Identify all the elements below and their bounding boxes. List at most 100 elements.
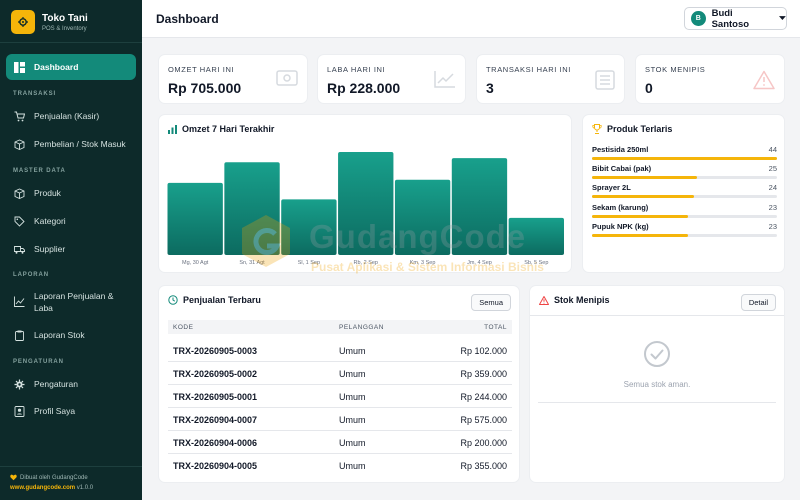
x-tick-label: Mg, 30 Agt: [182, 260, 209, 266]
x-tick-label: Km, 3 Sep: [410, 260, 436, 266]
warning-icon: [753, 70, 775, 90]
progress-track: [592, 234, 777, 237]
progress-track: [592, 176, 777, 179]
table-row[interactable]: TRX-20260904-0005 Umum Rp 355.000: [168, 454, 512, 477]
table-row[interactable]: TRX-20260904-0006 Umum Rp 200.000: [168, 431, 512, 454]
app-name: Toko Tani: [42, 12, 88, 24]
cell-pelanggan: Umum: [339, 346, 366, 356]
sidebar-item-label: Profil Saya: [34, 406, 76, 416]
product-name: Pestisida 250ml: [592, 145, 649, 154]
product-name: Bibit Cabai (pak): [592, 164, 652, 173]
app-subtitle: POS & Inventory: [42, 25, 87, 32]
stat-value: Rp 705.000: [168, 80, 242, 96]
x-tick-label: Rb, 2 Sep: [354, 260, 378, 266]
column-header-kode: KODE: [173, 324, 194, 331]
trend-up-icon: [434, 71, 455, 88]
leaf-logo-icon: [11, 10, 35, 34]
stat-card-stok-menipis: STOK MENIPIS 0: [635, 54, 785, 104]
caret-down-icon: [779, 16, 786, 20]
chart-card: Omzet 7 Hari Terakhir Mg, 30 Agt Sn, 31 A…: [158, 114, 572, 273]
bar-mg-30-agt: [167, 182, 223, 255]
user-card-icon: [14, 405, 25, 417]
sidebar-item-profil[interactable]: Profil Saya: [6, 403, 136, 419]
sidebar-item-kategori[interactable]: Kategori: [6, 213, 136, 229]
sidebar-item-laporan-penjualan[interactable]: Laporan Penjualan & Laba: [6, 290, 136, 316]
clipboard-icon: [15, 330, 24, 341]
sidebar: Toko Tani POS & Inventory Dashboard TRAN…: [0, 0, 142, 500]
recent-sales-title: Penjualan Terbaru: [168, 295, 261, 305]
heart-icon: [10, 474, 17, 481]
sidebar-item-label: Penjualan (Kasir): [34, 111, 100, 121]
cell-pelanggan: Umum: [339, 392, 366, 402]
empty-state-text: Semua stok aman.: [623, 380, 691, 389]
stat-card-laba: LABA HARI INI Rp 228.000: [317, 54, 466, 104]
product-name: Pupuk NPK (kg): [592, 222, 649, 231]
best-seller-item: Sekam (karung) 23: [592, 203, 777, 223]
credit-link[interactable]: www.gudangcode.com: [10, 485, 76, 491]
progress-fill: [592, 195, 694, 198]
recent-sales-title-text: Penjualan Terbaru: [183, 295, 261, 305]
cell-pelanggan: Umum: [339, 438, 366, 448]
box-icon: [14, 139, 25, 150]
label-line-1: Laporan Penjualan &: [34, 291, 114, 301]
product-qty: 24: [768, 183, 777, 192]
table-row[interactable]: TRX-20260904-0007 Umum Rp 575.000: [168, 408, 512, 431]
cash-icon: [276, 70, 298, 86]
sidebar-item-supplier[interactable]: Supplier: [6, 241, 136, 257]
progress-track: [592, 157, 777, 160]
cell-total: Rp 102.000: [460, 346, 507, 356]
sidebar-item-label: Laporan Stok: [34, 330, 85, 340]
stat-card-transaksi: TRANSAKSI HARI INI 3: [476, 54, 625, 104]
sidebar-item-penjualan[interactable]: Penjualan (Kasir): [6, 108, 136, 124]
product-qty: 44: [768, 145, 777, 154]
bar-sb-5-sep: [508, 217, 564, 255]
bar-sn-31-agt: [224, 162, 280, 255]
cell-total: Rp 359.000: [460, 369, 507, 379]
section-master-data: MASTER DATA: [13, 168, 66, 174]
best-sellers-title: Produk Terlaris: [592, 124, 672, 134]
stat-label: TRANSAKSI HARI INI: [486, 65, 571, 74]
x-tick-label: Jm, 4 Sep: [467, 260, 492, 266]
cell-total: Rp 575.000: [460, 415, 507, 425]
table-row[interactable]: TRX-20260905-0003 Umum Rp 102.000: [168, 339, 512, 362]
view-all-sales-button[interactable]: Semua: [471, 294, 511, 311]
cube-icon: [14, 188, 25, 199]
app-version: v1.0.0: [76, 485, 94, 491]
cell-pelanggan: Umum: [339, 415, 366, 425]
sidebar-item-laporan-stok[interactable]: Laporan Stok: [6, 327, 136, 343]
column-header-total: TOTAL: [484, 324, 507, 331]
stat-card-omzet: OMZET HARI INI Rp 705.000: [158, 54, 308, 104]
table-row[interactable]: TRX-20260905-0002 Umum Rp 359.000: [168, 362, 512, 385]
section-pengaturan: PENGATURAN: [13, 359, 64, 365]
sidebar-footer-divider: [0, 466, 142, 467]
sidebar-item-pengaturan[interactable]: Pengaturan: [6, 376, 136, 392]
cart-icon: [14, 111, 25, 121]
product-name: Sekam (karung): [592, 203, 649, 212]
cell-kode: TRX-20260905-0003: [173, 346, 258, 356]
user-menu-button[interactable]: B Budi Santoso: [684, 7, 787, 30]
sidebar-item-produk[interactable]: Produk: [6, 185, 136, 201]
progress-track: [592, 195, 777, 198]
product-name: Sprayer 2L: [592, 183, 631, 192]
sidebar-item-pembelian[interactable]: Pembelian / Stok Masuk: [6, 136, 136, 152]
table-row[interactable]: TRX-20260905-0001 Umum Rp 244.000: [168, 385, 512, 408]
cell-total: Rp 244.000: [460, 392, 507, 402]
stat-label: OMZET HARI INI: [168, 65, 235, 74]
bar-chart-icon: [168, 124, 177, 134]
brand[interactable]: Toko Tani POS & Inventory: [11, 10, 88, 34]
low-stock-detail-button[interactable]: Detail: [740, 294, 776, 311]
product-qty: 23: [768, 203, 777, 212]
page-title: Dashboard: [156, 12, 219, 26]
sidebar-item-dashboard[interactable]: Dashboard: [6, 54, 136, 80]
bar-jm-4-sep: [451, 158, 508, 255]
x-tick-label: Sl, 1 Sep: [298, 260, 320, 266]
cell-pelanggan: Umum: [339, 461, 366, 471]
best-seller-item: Pestisida 250ml 44: [592, 145, 777, 165]
stat-value: 3: [486, 80, 494, 96]
avatar: B: [691, 11, 706, 26]
sidebar-item-label: Supplier: [34, 244, 66, 254]
bar-sl-1-sep: [281, 199, 337, 255]
label-line-2: Laba: [34, 303, 53, 313]
tag-icon: [14, 216, 25, 227]
cell-kode: TRX-20260904-0006: [173, 438, 258, 448]
